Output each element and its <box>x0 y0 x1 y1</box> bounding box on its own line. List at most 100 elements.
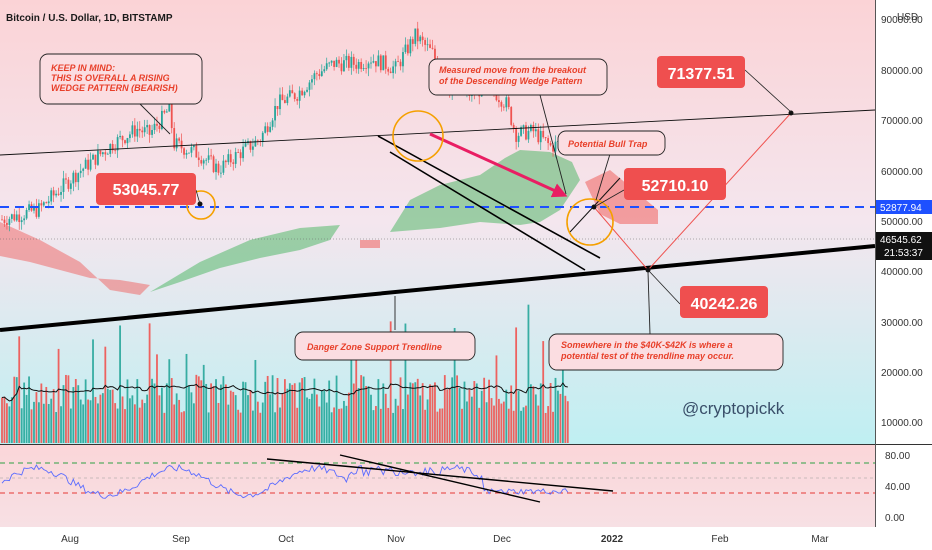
candle <box>315 73 318 75</box>
candle <box>399 61 402 67</box>
candle <box>168 101 171 112</box>
volume-bar <box>72 387 75 443</box>
volume-bar <box>333 407 335 443</box>
volume-bar <box>424 409 427 443</box>
volume-bar <box>488 379 490 443</box>
volume-bar <box>527 304 530 443</box>
candle <box>347 55 350 68</box>
cloud-segment <box>360 240 380 248</box>
candle <box>202 160 205 164</box>
time-axis-bg <box>0 527 932 550</box>
candle <box>409 39 412 54</box>
volume-bar <box>463 381 466 443</box>
volume-bar <box>384 393 387 443</box>
volume-bar <box>564 395 567 443</box>
volume-bar <box>119 325 121 443</box>
volume-bar <box>318 406 321 443</box>
volume-bar <box>402 409 404 443</box>
candle <box>256 140 259 142</box>
volume-bar <box>350 346 353 443</box>
candle <box>426 44 429 46</box>
volume-bar <box>97 403 99 443</box>
volume-bar <box>507 408 510 443</box>
volume-bar <box>296 407 299 443</box>
volume-bar <box>389 321 392 443</box>
candle <box>18 214 21 223</box>
candle <box>65 178 67 180</box>
volume-bar <box>438 408 441 443</box>
candle <box>180 140 183 149</box>
volume-bar <box>94 396 97 443</box>
candle <box>372 61 375 63</box>
candle <box>163 110 166 113</box>
candle <box>338 59 340 64</box>
candle <box>382 55 385 71</box>
rising-wedge-box <box>39 53 203 105</box>
candle <box>84 159 87 169</box>
volume-bar <box>222 376 225 443</box>
volume-bar <box>505 389 508 443</box>
candle <box>185 153 188 155</box>
cloud-segment <box>0 222 150 295</box>
volume-bar <box>207 412 210 443</box>
candle <box>345 55 348 61</box>
volume-bar <box>303 377 306 443</box>
volume-bar <box>141 399 144 443</box>
trendline-test-value: 40242.26 <box>691 296 758 313</box>
candle <box>500 102 503 107</box>
volume-bar <box>234 395 237 443</box>
volume-bar <box>106 388 109 443</box>
candle <box>284 100 286 104</box>
volume-bar <box>559 393 562 443</box>
volume-bar <box>557 390 559 443</box>
volume-bar <box>345 405 348 443</box>
volume-bar <box>30 409 33 443</box>
candle <box>318 74 321 77</box>
volume-bar <box>227 404 230 443</box>
volume-bar <box>293 383 296 443</box>
candle <box>67 179 70 189</box>
volume-bar <box>537 405 540 443</box>
candle <box>495 91 498 101</box>
time-tick: Mar <box>811 534 829 545</box>
volume-bar <box>202 364 205 443</box>
candle <box>274 106 276 121</box>
left-label-leader <box>195 189 201 205</box>
candle <box>47 201 50 204</box>
volume-bar <box>468 389 471 443</box>
price-axis: 90000.00 80000.00 70000.00 60000.00 5000… <box>881 15 923 429</box>
candle <box>10 214 13 219</box>
volume-bar <box>151 378 153 443</box>
volume-bar <box>242 381 244 443</box>
volume-bar <box>335 375 338 443</box>
rising-wedge-line-1: KEEP IN MIND: <box>51 63 115 73</box>
candle <box>350 56 353 68</box>
candle <box>286 96 289 104</box>
candle <box>288 90 291 97</box>
candle <box>215 163 217 173</box>
volume-bar <box>407 394 409 443</box>
volume-bar <box>173 404 176 443</box>
candle <box>23 218 26 221</box>
chart-title: Bitcoin / U.S. Dollar, 1D, BITSTAMP <box>6 13 173 24</box>
candle <box>151 130 153 135</box>
volume-bar <box>446 389 449 443</box>
danger-zone-text: Danger Zone Support Trendline <box>307 342 442 352</box>
candle <box>111 143 114 151</box>
candle <box>544 137 547 139</box>
current-label-leader <box>595 189 625 207</box>
candle <box>254 140 257 147</box>
volume-bar <box>375 406 377 443</box>
rsi-tick: 40.00 <box>885 482 910 493</box>
candle <box>271 120 274 127</box>
volume-bar <box>343 400 345 443</box>
volume-bar <box>116 408 119 443</box>
volume-bar <box>456 375 458 443</box>
volume-bar <box>347 392 350 443</box>
candle <box>229 154 232 163</box>
volume-bar <box>217 402 220 443</box>
volume-bar <box>38 402 40 443</box>
volume-bar <box>500 403 503 443</box>
volume-bar <box>190 392 193 443</box>
